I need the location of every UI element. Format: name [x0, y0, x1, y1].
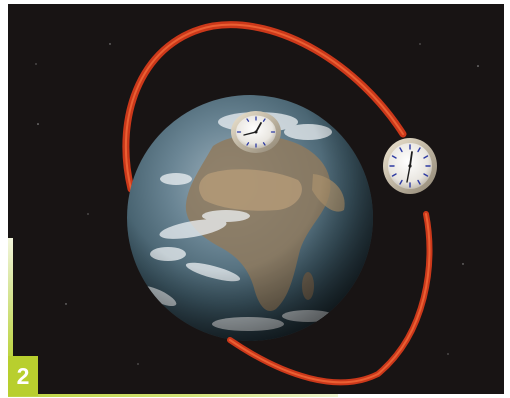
- figure-number-badge: 2: [8, 356, 38, 396]
- accent-rule-vertical: [8, 238, 13, 356]
- orbit-ring-front: [227, 211, 433, 386]
- satellite-clock-icon: [383, 138, 437, 194]
- accent-rule-horizontal: [8, 394, 338, 397]
- space-scene: [8, 4, 504, 394]
- scene-illustration: [35, 21, 479, 386]
- orbit-ring-back: [122, 21, 407, 193]
- stars: [35, 43, 479, 365]
- ground-clock-icon: [231, 111, 281, 153]
- earth: [127, 95, 373, 341]
